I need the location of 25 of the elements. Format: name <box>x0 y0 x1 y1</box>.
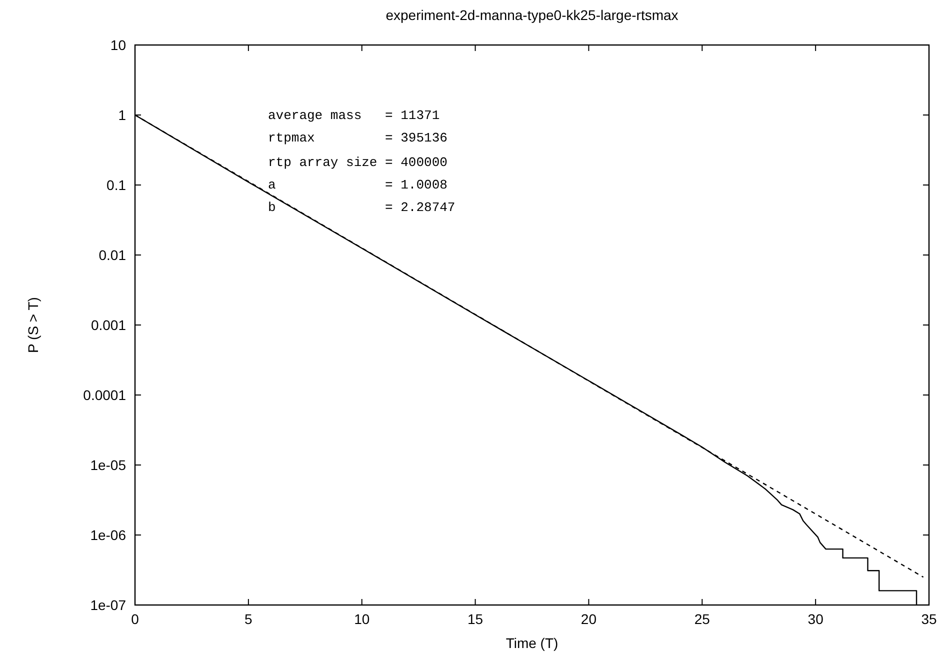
x-tick-label: 20 <box>580 611 597 627</box>
y-tick-label: 0.001 <box>90 317 126 333</box>
x-tick-label: 10 <box>354 611 370 627</box>
y-tick-label: 0.0001 <box>83 387 126 403</box>
annotation: rtp array size = 400000 <box>268 155 448 170</box>
x-tick-label: 15 <box>467 611 484 627</box>
y-tick-label: 10 <box>110 37 126 53</box>
x-axis-title: Time (T) <box>506 635 558 651</box>
y-tick-label: 1e-05 <box>90 457 126 473</box>
y-tick-label: 1e-06 <box>90 527 126 543</box>
annotation: average mass = 11371 <box>268 108 440 123</box>
y-axis-title: P (S > T) <box>25 297 41 353</box>
x-tick-label: 25 <box>694 611 710 627</box>
x-tick-label: 5 <box>244 611 253 627</box>
annotation: b = 2.28747 <box>268 200 456 215</box>
y-tick-label: 1 <box>118 107 126 123</box>
x-tick-label: 0 <box>131 611 140 627</box>
x-tick-label: 35 <box>921 611 937 627</box>
y-tick-label: 0.1 <box>106 177 126 193</box>
annotation: rtpmax = 395136 <box>268 130 448 146</box>
y-tick-label: 0.01 <box>98 247 126 263</box>
annotation: a = 1.0008 <box>268 178 448 192</box>
chart-title: experiment-2d-manna-type0-kk25-large-rtsmax <box>386 7 678 23</box>
y-tick-label: 1e-07 <box>90 597 126 613</box>
x-tick-label: 30 <box>808 611 824 627</box>
